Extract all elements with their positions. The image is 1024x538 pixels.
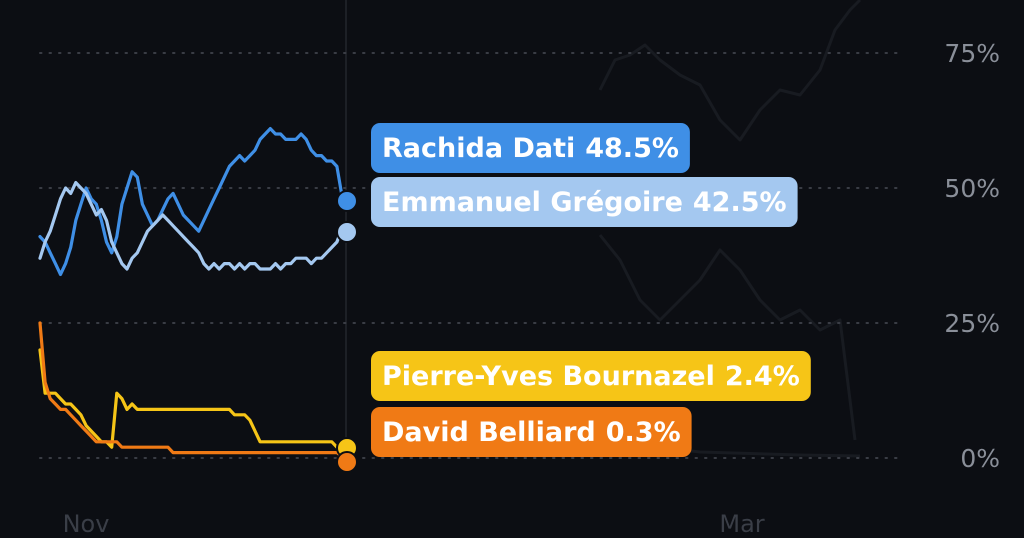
current-value-marker (336, 451, 358, 473)
series-tag: Rachida Dati 48.5% (371, 123, 690, 173)
x-tick-label: Mar (719, 510, 764, 538)
series-lines (38, 127, 344, 458)
faded-line-2 (598, 234, 857, 441)
series-tag: Emmanuel Grégoire 42.5% (371, 177, 798, 227)
series-tag-text: David Belliard 0.3% (382, 417, 681, 448)
series-tag: Pierre-Yves Bournazel 2.4% (371, 351, 811, 401)
series-tag-background (371, 351, 811, 401)
series-name: Rachida Dati (382, 133, 575, 164)
series-tag: David Belliard 0.3% (371, 407, 692, 457)
series-name: Emmanuel Grégoire (382, 187, 683, 218)
faded-line-1 (598, 0, 862, 142)
series-labels: Rachida Dati 48.5% Emmanuel Grégoire 42.5% P… (371, 123, 811, 457)
series-line (38, 127, 344, 276)
series-line (38, 348, 344, 449)
series-line (38, 321, 344, 458)
series-value: 0.3% (606, 417, 681, 448)
series-value: 42.5% (693, 187, 787, 218)
series-tag-background (371, 177, 798, 227)
series-tag-background (371, 407, 692, 457)
y-axis-ticks: 75% 50% 25% 0% (944, 39, 1000, 473)
series-value: 2.4% (725, 361, 800, 392)
series-tag-background (371, 123, 690, 173)
series-name: Pierre-Yves Bournazel (382, 361, 715, 392)
y-tick-label: 75% (944, 39, 1000, 68)
y-tick-label: 25% (944, 309, 1000, 338)
series-name: David Belliard (382, 417, 596, 448)
series-tag-text: Rachida Dati 48.5% (382, 133, 679, 164)
series-line (38, 181, 344, 271)
series-tag-text: Pierre-Yves Bournazel 2.4% (382, 361, 800, 392)
current-value-markers (336, 190, 358, 473)
series-value: 48.5% (585, 133, 679, 164)
x-tick-label: Nov (63, 510, 110, 538)
y-tick-label: 0% (960, 444, 1000, 473)
series-tag-text: Emmanuel Grégoire 42.5% (382, 187, 787, 218)
current-value-marker (336, 221, 358, 243)
x-axis-ticks: Nov Mar (63, 510, 765, 538)
y-tick-label: 50% (944, 174, 1000, 203)
current-value-marker (336, 190, 358, 212)
